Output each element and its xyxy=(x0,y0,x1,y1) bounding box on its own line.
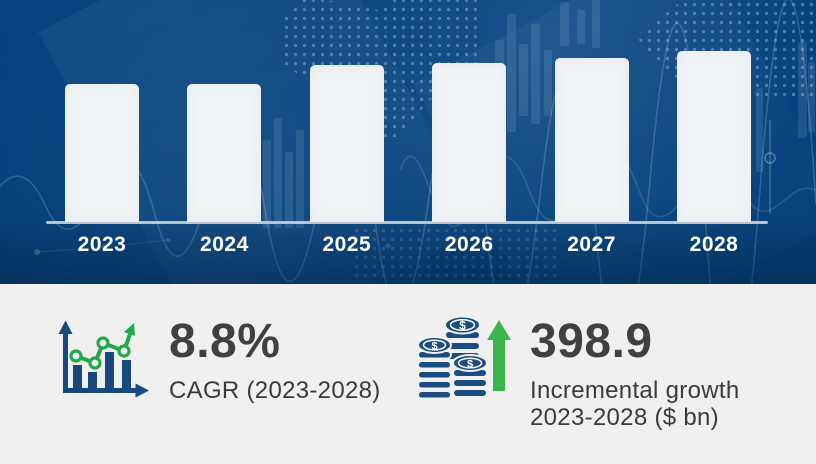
dollar-sign: $ xyxy=(467,359,473,371)
bar-2026 xyxy=(432,63,507,222)
bar-2023 xyxy=(65,84,139,222)
coins-icon: $ $ $ xyxy=(417,315,511,400)
year-label-2026: 2026 xyxy=(444,233,494,256)
world-map-dots xyxy=(352,226,558,280)
growth-chart-icon xyxy=(58,320,149,398)
background-candlestick xyxy=(519,44,528,116)
coin-stack-right xyxy=(452,354,488,398)
incremental-growth-label-line2: 2023-2028 ($ bn) xyxy=(530,404,719,431)
background-candlestick xyxy=(285,152,293,228)
stats-section: 8.8% CAGR (2023-2028) $ $ xyxy=(0,284,816,464)
bar-2028 xyxy=(677,51,751,222)
bar-2024 xyxy=(187,84,262,222)
cagr-value: 8.8% xyxy=(169,315,281,368)
year-label-2025: 2025 xyxy=(322,233,372,256)
dollar-sign: $ xyxy=(431,341,437,353)
background-candlestick xyxy=(798,42,807,138)
chart-bars xyxy=(73,352,131,390)
cagr-label: CAGR (2023-2028) xyxy=(169,377,381,404)
market-chart-section: 2023 2024 2025 2026 2027 2028 xyxy=(0,0,816,284)
chart-axes xyxy=(58,320,149,398)
year-label-2024: 2024 xyxy=(200,233,249,256)
incremental-growth-label-line1: Incremental growth xyxy=(530,377,740,404)
coin-stack-left xyxy=(417,336,452,400)
background-candlestick xyxy=(296,130,304,228)
background-bottom-shade xyxy=(0,222,816,284)
bar-2027 xyxy=(554,58,629,222)
incremental-growth-label: Incremental growth 2023-2028 ($ bn) xyxy=(530,377,740,431)
background-candlestick xyxy=(577,10,585,44)
background-candlestick xyxy=(756,88,763,172)
up-arrow-icon xyxy=(487,320,511,391)
background-candlestick xyxy=(592,0,600,48)
background-candlestick xyxy=(531,24,540,124)
background-candlestick xyxy=(808,62,815,132)
background-candlestick xyxy=(274,118,282,228)
incremental-growth-value: 398.9 xyxy=(530,315,653,368)
background-candlestick xyxy=(507,14,516,132)
bar-2025 xyxy=(309,65,384,222)
background-candlestick xyxy=(263,140,271,228)
year-label-2027: 2027 xyxy=(567,233,616,256)
year-label-2023: 2023 xyxy=(77,233,127,256)
growth-trend-line xyxy=(69,323,135,370)
year-label-2028: 2028 xyxy=(689,233,739,256)
chart-axis-line xyxy=(46,221,768,224)
background-candlestick xyxy=(544,50,552,116)
background-candlestick xyxy=(560,2,569,46)
dollar-sign: $ xyxy=(459,319,466,333)
